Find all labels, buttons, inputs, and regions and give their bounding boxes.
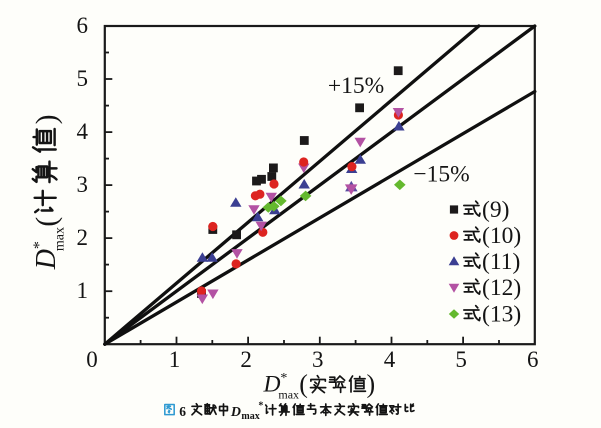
svg-text:(11): (11)	[482, 249, 520, 275]
svg-text:(: (	[299, 370, 308, 399]
svg-text:1: 1	[77, 278, 89, 303]
svg-text:6: 6	[179, 404, 186, 419]
svg-text:(13): (13)	[482, 302, 521, 328]
svg-text:D: D	[263, 372, 281, 398]
svg-text:D: D	[230, 405, 241, 420]
svg-text:5: 5	[455, 347, 467, 372]
svg-text:(10): (10)	[482, 223, 521, 249]
svg-text:1: 1	[169, 347, 181, 372]
svg-text:2: 2	[240, 347, 252, 372]
svg-text:max: max	[278, 388, 299, 402]
svg-text:(: (	[30, 217, 63, 227]
svg-text:D: D	[31, 249, 62, 270]
svg-text:*: *	[280, 371, 287, 386]
svg-text:−15%: −15%	[413, 162, 469, 188]
svg-text:(9): (9)	[482, 197, 509, 223]
svg-text:max: max	[52, 227, 67, 251]
svg-text:): )	[30, 114, 63, 124]
svg-text:5: 5	[77, 66, 89, 91]
svg-text:3: 3	[312, 347, 324, 372]
svg-text:*: *	[258, 401, 263, 412]
svg-text:): )	[367, 370, 376, 399]
svg-text:0: 0	[86, 347, 98, 372]
svg-text:4: 4	[384, 347, 396, 372]
svg-text:2: 2	[77, 225, 89, 250]
svg-text:+15%: +15%	[328, 73, 384, 99]
svg-text:6: 6	[527, 347, 539, 372]
svg-text:(12): (12)	[482, 275, 521, 301]
svg-text:max: max	[241, 411, 259, 422]
svg-text:*: *	[31, 241, 48, 249]
svg-text:6: 6	[77, 13, 89, 38]
svg-text:3: 3	[77, 172, 89, 197]
svg-text:4: 4	[77, 119, 89, 144]
